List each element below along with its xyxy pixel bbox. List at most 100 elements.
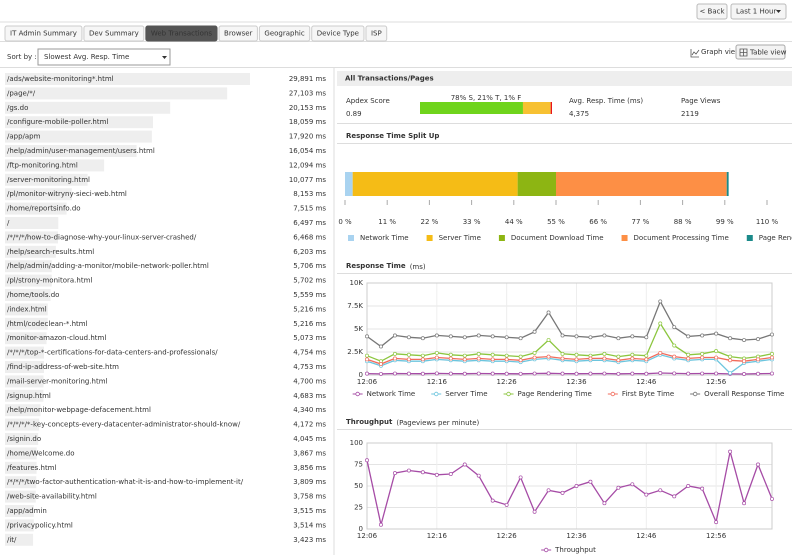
point [575,335,578,338]
transaction-time: 5,559 ms [293,291,326,299]
transaction-time: 3,423 ms [293,536,326,544]
tab-label[interactable]: Device Type [317,30,359,38]
tab-label[interactable]: Web Transactions [151,30,213,38]
point [547,489,550,492]
transaction-url[interactable]: /page/*/ [7,89,36,97]
transaction-url[interactable]: /server-monitoring.html [7,176,90,184]
transaction-url[interactable]: /home/Welcome.do [7,449,75,457]
legend-marker [611,392,615,396]
x-tick-label: 55 % [547,218,565,226]
point [421,358,424,361]
transaction-bar [5,87,227,99]
back-label[interactable]: < Back [699,8,725,16]
avg-resp-label: Avg. Resp. Time (ms) [569,97,643,105]
transaction-url[interactable]: /mail-server-monitoring.html [7,377,108,385]
transaction-url[interactable]: /signup.html [7,392,51,400]
transaction-url[interactable]: /pl/monitor-witryny-sieci-web.html [7,190,127,198]
point [715,521,718,524]
transaction-url[interactable]: /home/reportsinfo.do [7,205,81,213]
page-views-value: 2119 [681,110,699,118]
transaction-url[interactable]: /app/admin [7,507,47,515]
transaction-url[interactable]: /*/*/*/*-key-concepts-every-datacenter-a… [7,421,241,429]
point [715,372,718,375]
bar-segment [345,172,353,196]
sort-value[interactable]: Slowest Avg. Resp. Time [44,53,129,61]
x-tick-label: 12:06 [357,378,378,386]
point [756,372,759,375]
transaction-url[interactable]: /features.html [7,464,57,472]
avg-resp-value: 4,375 [569,110,589,118]
point [673,495,676,498]
transaction-url[interactable]: /help/admin/adding-a-monitor/mobile-netw… [7,262,209,270]
transaction-url[interactable]: /privacypolicy.html [7,521,73,529]
legend-label: Page Rendering Time [759,234,792,242]
range-label[interactable]: Last 1 Hour [736,8,776,16]
transaction-url[interactable]: /help/admin/user-management/users.html [7,147,155,155]
transaction-url[interactable]: /gs.do [7,104,28,112]
graph-view[interactable]: Graph view [701,48,741,56]
legend-label: Document Processing Time [634,234,729,242]
bar-segment [727,172,729,196]
point [603,372,606,375]
transaction-url[interactable]: /signin.do [7,435,41,443]
y-tick-label: 10K [350,279,364,287]
tab-label[interactable]: Browser [224,30,252,38]
point [547,338,550,341]
point [631,372,634,375]
transaction-time: 17,920 ms [289,133,327,141]
chart-title: Throughput [346,418,393,426]
transaction-url[interactable]: /ads/website-monitoring*.html [7,75,114,83]
point [505,354,508,357]
tab-label[interactable]: Dev Summary [89,30,139,38]
point [533,372,536,375]
panel-title: All Transactions/Pages [345,75,434,83]
x-tick-label: 44 % [505,218,523,226]
transaction-url[interactable]: /monitor-amazon-cloud.html [7,334,106,342]
transaction-url[interactable]: /*/*/*/how-to-diagnose-why-your-linux-se… [7,233,197,241]
transaction-time: 3,515 ms [293,507,326,515]
chart-title: Response Time Split Up [346,132,439,140]
legend-label: Server Time [445,390,487,398]
transaction-time: 5,702 ms [293,277,326,285]
transaction-url[interactable]: /index.html [7,305,47,313]
y-tick-label: 50 [354,482,363,490]
transaction-time: 5,073 ms [293,334,326,342]
x-tick-label: 12:36 [566,532,587,540]
transaction-time: 20,153 ms [289,104,327,112]
transaction-url[interactable]: /app/apm [7,133,41,141]
x-tick-label: 12:46 [636,378,657,386]
apdex-value: 0.89 [346,110,362,118]
point [533,351,536,354]
tab-label[interactable]: IT Admin Summary [10,30,77,38]
tab-label[interactable]: ISP [371,30,382,38]
transaction-url[interactable]: /*/*/*/two-factor-authentication-what-it… [7,478,244,486]
transaction-url[interactable]: /help/monitor-webpage-defacement.html [7,406,151,414]
y-tick-label: 5K [354,325,363,333]
transaction-url[interactable]: /*/*/*/top-*-certifications-for-data-cen… [7,349,218,357]
transaction-url[interactable]: /pl/strony-monitora.html [7,277,92,285]
transaction-url[interactable]: /find-ip-address-of-web-site.htm [7,363,119,371]
point [547,355,550,358]
tab-label[interactable]: Geographic [264,30,304,38]
point [687,372,690,375]
transaction-url[interactable]: /configure-mobile-poller.html [7,118,108,126]
point [449,353,452,356]
point [742,360,745,363]
transaction-url[interactable]: /help/search-results.html [7,248,94,256]
table-view[interactable]: Table view [749,49,787,57]
x-tick-label: 12:26 [497,532,518,540]
point [687,353,690,356]
transaction-url[interactable]: /it/ [7,536,17,544]
x-tick-label: 12:16 [427,532,448,540]
point [575,484,578,487]
transaction-url[interactable]: /home/tools.do [7,291,59,299]
transaction-time: 7,515 ms [293,205,326,213]
transaction-url[interactable]: /ftp-monitoring.html [7,161,78,169]
legend-marker [434,392,438,396]
x-tick-label: 33 % [463,218,481,226]
point [463,463,466,466]
transaction-url[interactable]: /html/codeclean-*.html [7,320,88,328]
transaction-url[interactable]: /web-site-availability.html [7,493,97,501]
point [673,344,676,347]
point [742,372,745,375]
